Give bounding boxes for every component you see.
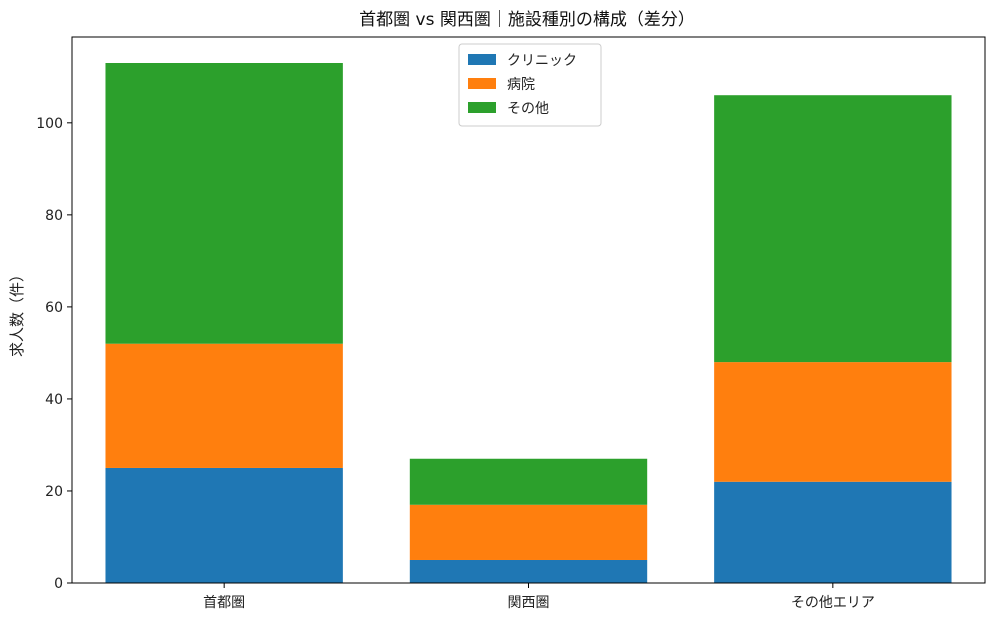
- legend-label: その他: [507, 101, 549, 117]
- bar-1-series-2: [105, 343, 343, 468]
- bar-1-series-3: [105, 63, 343, 344]
- bar-3-series-3: [714, 95, 952, 363]
- x-tick-label: その他エリア: [791, 595, 875, 611]
- y-tick-label: 20: [45, 484, 63, 500]
- bar-2-series-2: [409, 504, 648, 560]
- chart-title: 首都圏 vs 関西圏｜施設種別の構成（差分）: [359, 10, 695, 30]
- axes-layer: 0 20 40 60 80 100 首都圏 関西圏 その他エリア: [36, 36, 986, 611]
- y-axis-label: 求人数（件）: [8, 267, 26, 357]
- y-tick-label: 40: [45, 392, 63, 408]
- legend-label: 病院: [507, 77, 535, 93]
- bars-layer: [105, 63, 952, 583]
- y-tick-label: 60: [45, 300, 63, 316]
- x-tick-label: 関西圏: [508, 595, 550, 611]
- x-tick-label: 首都圏: [203, 595, 245, 611]
- legend-swatch: [468, 54, 496, 65]
- bar-3-series-2: [714, 362, 952, 482]
- bar-1-series-1: [105, 467, 343, 583]
- legend-label: クリニック: [507, 53, 577, 69]
- y-tick-label: 0: [54, 576, 63, 592]
- y-tick-label: 80: [45, 208, 63, 224]
- bar-3-series-1: [714, 481, 952, 583]
- legend-swatch: [468, 78, 496, 89]
- bar-2-series-1: [409, 559, 648, 583]
- y-tick-label: 100: [36, 116, 63, 132]
- legend-swatch: [468, 102, 496, 113]
- bar-2-series-3: [409, 458, 648, 505]
